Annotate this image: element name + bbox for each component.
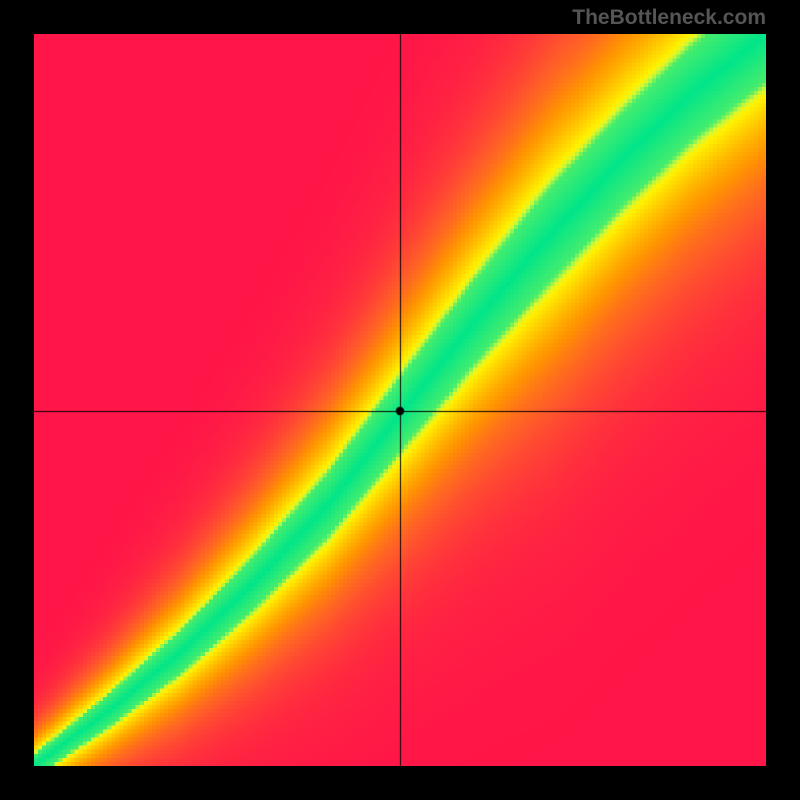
bottleneck-heatmap (34, 34, 766, 766)
watermark-text: TheBottleneck.com (572, 6, 766, 30)
chart-container: TheBottleneck.com (0, 0, 800, 800)
